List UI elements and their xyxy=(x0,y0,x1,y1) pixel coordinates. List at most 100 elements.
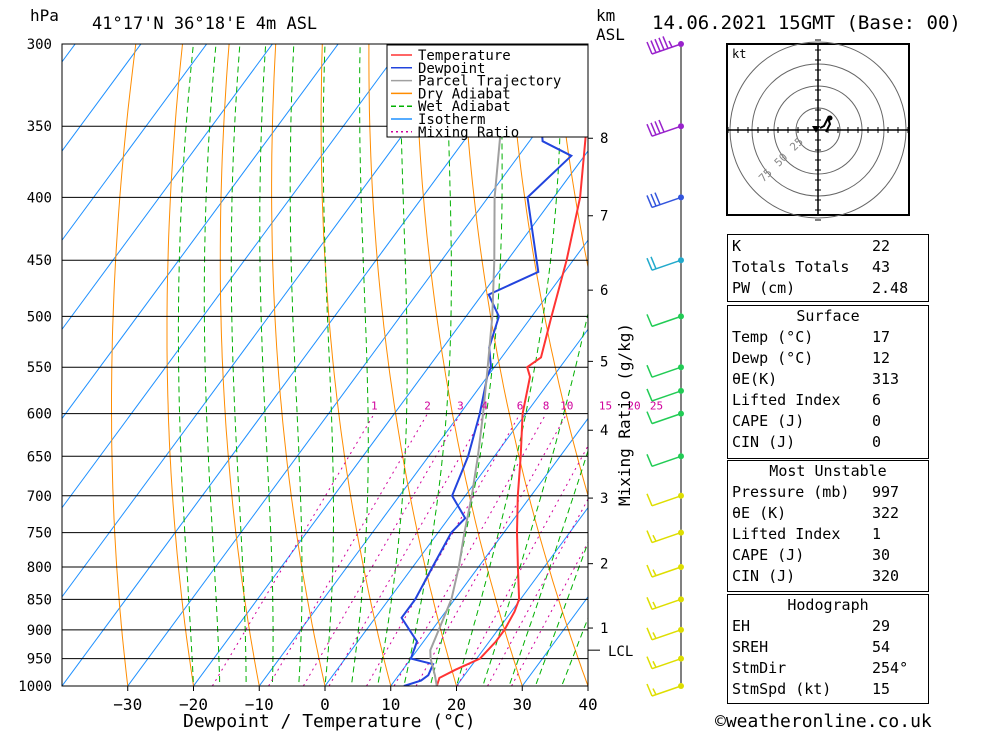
x-tick-label: 20 xyxy=(447,695,466,714)
hodograph-table: Hodograph EH 29 SREH 54 StmDir 254° StmSpd (kt… xyxy=(728,595,928,700)
surface-label: Temp (°C) xyxy=(732,328,814,346)
x-tick-label: −10 xyxy=(245,695,274,714)
mixing-ratio-label: 2 xyxy=(424,400,431,413)
pressure-label: 600 xyxy=(27,407,52,423)
hodograph-panel: Hodograph EH 29 SREH 54 StmDir 254° StmSpd (kt… xyxy=(727,594,929,704)
wind-barb xyxy=(646,493,682,507)
datetime-title: 14.06.2021 15GMT (Base: 00) xyxy=(652,12,961,34)
most-unstable-value: 322 xyxy=(872,504,900,522)
temperature-line xyxy=(435,112,588,686)
hodograph-value: 15 xyxy=(872,680,891,698)
temperature-axis-labels: −30 −20 −10 0 10 20 30 40 xyxy=(113,686,598,714)
legend-label: Temperature xyxy=(418,48,511,64)
wind-barb xyxy=(646,564,682,578)
most-unstable-title: Most Unstable xyxy=(769,462,887,480)
surface-row: Dewp (°C) 12 xyxy=(728,348,928,369)
wet-adiabat-line xyxy=(534,541,588,686)
dry-adiabat-line xyxy=(111,44,137,686)
km-label: 8 xyxy=(600,131,608,147)
indices-panel: K 22 Totals Totals 43 PW (cm) 2.48 xyxy=(727,234,929,302)
dry-adiabat-line xyxy=(461,44,588,686)
surface-value: 0 xyxy=(872,433,882,451)
dry-adiabat-line xyxy=(508,44,588,498)
hodograph-row: EH 29 xyxy=(728,616,928,637)
legend-label: Wet Adiabat xyxy=(418,99,511,115)
wet-adiabat-line xyxy=(377,44,408,686)
mixing-ratio-line xyxy=(415,413,568,686)
surface-value: 313 xyxy=(872,370,900,388)
hodograph-row: SREH 54 xyxy=(728,637,928,658)
km-label: 6 xyxy=(600,283,608,299)
x-tick-label: 30 xyxy=(513,695,532,714)
hodograph-row: StmDir 254° xyxy=(728,658,928,679)
wind-barb xyxy=(646,314,682,328)
mixing-ratio-labels: 1 2 3 4 6 8 10 15 20 25 xyxy=(371,400,663,413)
mixing-ratio-line xyxy=(456,444,588,686)
dry-adiabat-line xyxy=(219,44,260,686)
surface-value: 12 xyxy=(872,349,891,367)
mixing-ratio-label: 6 xyxy=(517,400,524,413)
pressure-label: 500 xyxy=(27,309,52,325)
x-tick-label: 0 xyxy=(320,695,330,714)
pressure-label: 450 xyxy=(27,253,52,269)
most-unstable-label: CAPE (J) xyxy=(732,546,805,564)
pressure-label: 650 xyxy=(27,449,52,465)
dry-adiabat-line xyxy=(320,44,392,686)
wet-adiabat-line xyxy=(289,44,303,686)
legend-box xyxy=(386,44,589,138)
most-unstable-row: CAPE (J) 30 xyxy=(728,545,928,566)
surface-row: Lifted Index 6 xyxy=(728,390,928,411)
surface-value: 0 xyxy=(872,412,882,430)
km-label: 3 xyxy=(600,491,608,507)
mixing-ratio-line xyxy=(302,413,461,686)
hodograph-row: StmSpd (kt) 15 xyxy=(728,679,928,700)
hodograph-label: EH xyxy=(732,617,751,635)
surface-row: θE(K) 313 xyxy=(728,369,928,390)
surface-row: Temp (°C) 17 xyxy=(728,327,928,348)
surface-title: Surface xyxy=(796,307,860,325)
mixing-ratio-line xyxy=(268,413,428,686)
legend-label: Parcel Trajectory xyxy=(418,74,561,90)
isotherm-line xyxy=(62,44,208,242)
legend-label: Isotherm xyxy=(418,112,485,128)
pressure-label: 900 xyxy=(27,623,52,639)
lcl-label: LCL xyxy=(608,644,633,660)
most-unstable-row: Pressure (mb) 997 xyxy=(728,482,928,503)
km-label: 7 xyxy=(600,209,608,225)
most-unstable-row: Lifted Index 1 xyxy=(728,524,928,545)
km-axis: 1 2 3 4 5 6 7 8 LCL xyxy=(588,131,633,660)
mixing-ratio-label: 15 xyxy=(599,400,612,413)
wind-barb xyxy=(646,597,682,611)
dry-adiabat-line xyxy=(271,44,326,686)
wet-adiabat-line xyxy=(203,44,221,686)
most-unstable-table: Most Unstable Pressure (mb) 997 θE (K) 322 L… xyxy=(728,461,928,587)
x-axis-title: Dewpoint / Temperature (°C) xyxy=(183,711,476,732)
isotherm-line xyxy=(192,150,588,686)
isotherm-line xyxy=(62,44,274,331)
pressure-label: 350 xyxy=(27,119,52,135)
p-unit-label: hPa xyxy=(30,6,59,25)
mixing-ratio-label: 1 xyxy=(371,400,378,413)
wet-adiabat-line xyxy=(403,44,452,686)
wind-barb xyxy=(646,656,682,670)
wind-profile xyxy=(646,36,684,697)
most-unstable-label: Pressure (mb) xyxy=(732,483,850,501)
most-unstable-value: 997 xyxy=(872,483,900,501)
dry-adiabat-line xyxy=(918,7,1000,712)
mixing-ratio-label: 25 xyxy=(650,400,663,413)
surface-label: Dewp (°C) xyxy=(732,349,814,367)
index-label: PW (cm) xyxy=(732,279,796,297)
km-label: 2 xyxy=(600,557,608,573)
hodograph-unit: kt xyxy=(732,47,746,61)
mixing-ratio-label: 8 xyxy=(543,400,550,413)
surface-panel: Surface Temp (°C) 17 Dewp (°C) 12 θE(K) 313 Li… xyxy=(727,305,929,459)
hodograph-label: StmDir xyxy=(732,659,787,677)
hodograph-label: StmSpd (kt) xyxy=(732,680,832,698)
wet-adiabat-line xyxy=(429,44,503,686)
index-label: Totals Totals xyxy=(732,258,850,276)
surface-label: Lifted Index xyxy=(732,391,841,409)
isotherm-line xyxy=(390,417,588,686)
hodograph-label: SREH xyxy=(732,638,769,656)
